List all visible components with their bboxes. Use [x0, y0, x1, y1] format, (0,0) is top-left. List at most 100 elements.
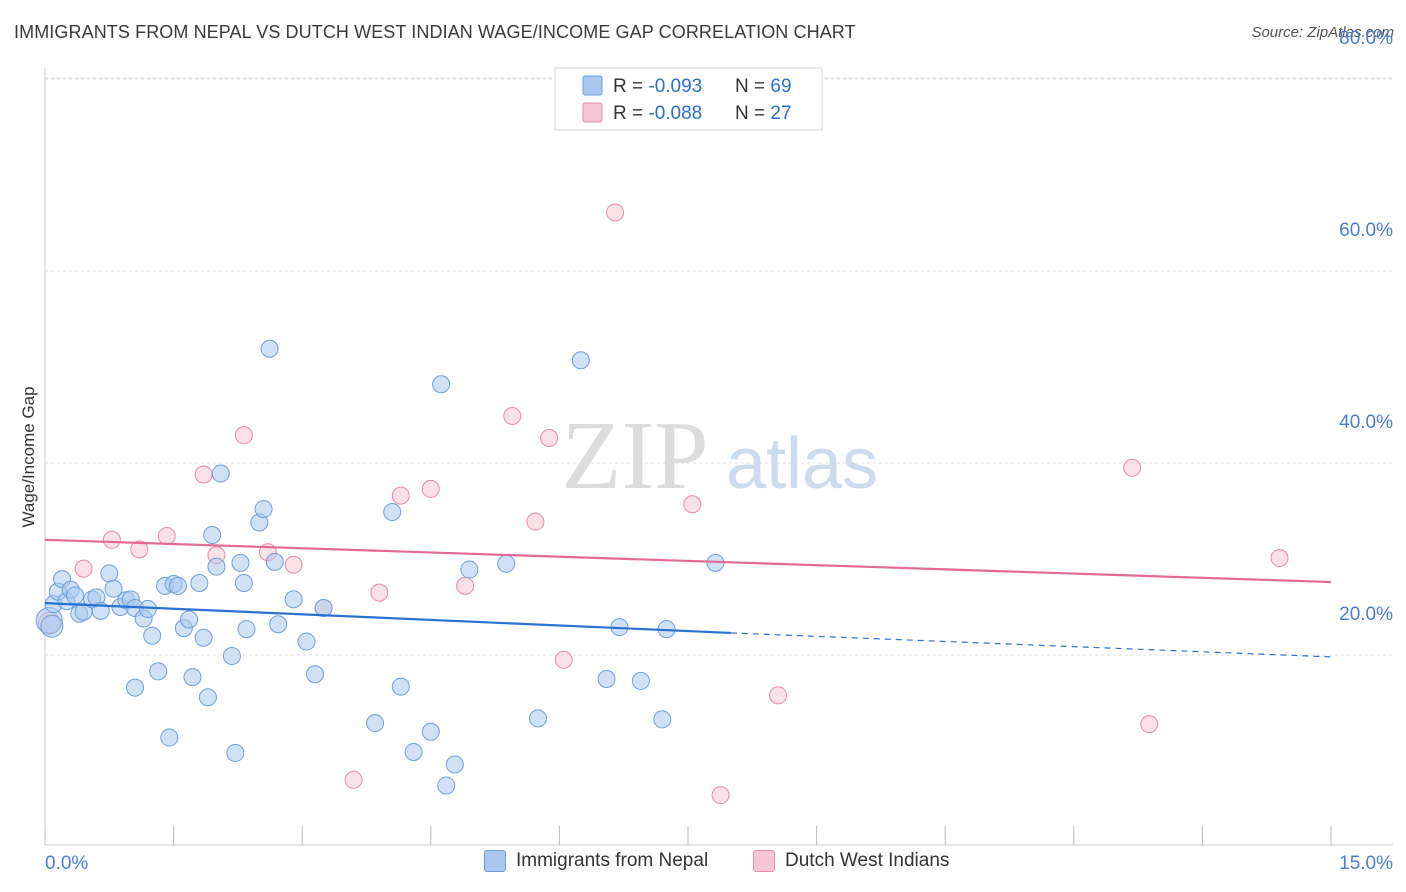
point-nepal [391, 677, 410, 696]
point-dutch-west-indians [344, 770, 363, 789]
point-nepal [160, 728, 179, 747]
legend-swatch-dwi-bottom [753, 850, 775, 872]
point-nepal [297, 632, 316, 651]
point-nepal [445, 755, 464, 774]
series-legend: Immigrants from Nepal Dutch West Indians [0, 850, 1406, 880]
point-nepal [432, 375, 451, 394]
point-nepal [653, 710, 672, 729]
point-nepal [306, 665, 325, 684]
legend-item-dutch-west-indians: Dutch West Indians [753, 850, 949, 872]
legend-item-nepal: Immigrants from Nepal [484, 850, 708, 872]
watermark-zip: ZIP [562, 402, 709, 510]
point-nepal [269, 615, 288, 634]
point-dutch-west-indians [130, 540, 149, 559]
stats-legend: R = -0.093 N = 69 R = -0.088 N = 27 [554, 67, 823, 131]
x-tick-label-left: 0.0% [45, 853, 88, 874]
point-dutch-west-indians [157, 526, 176, 545]
point-nepal [40, 614, 64, 638]
axes: 0.0% 15.0% [44, 68, 1393, 874]
y-tick-label: 60.0% [1339, 220, 1393, 241]
point-nepal [314, 598, 333, 617]
legend-dwi-r-value: -0.088 [648, 103, 702, 124]
point-dutch-west-indians [194, 465, 213, 484]
point-dutch-west-indians [284, 555, 303, 574]
legend-swatch-dutch-west-indians [582, 102, 603, 123]
point-nepal [149, 662, 168, 681]
point-dutch-west-indians [540, 429, 559, 448]
legend-swatch-nepal-bottom [484, 850, 506, 872]
legend-swatch-nepal [582, 75, 603, 96]
point-nepal [460, 560, 479, 579]
svg-text:R = -0.088: R = -0.088 [613, 103, 702, 124]
legend-nepal-r-value: -0.093 [648, 76, 702, 97]
point-dutch-west-indians [769, 686, 788, 705]
point-nepal [437, 776, 456, 795]
point-nepal [421, 722, 440, 741]
svg-text:N = 69: N = 69 [735, 76, 792, 97]
point-dutch-west-indians [606, 203, 625, 222]
source-label: Source: ZipAtlas.com [1251, 24, 1394, 41]
x-tick-label-right: 15.0% [1339, 853, 1393, 874]
point-dutch-west-indians [1140, 715, 1159, 734]
point-nepal [383, 502, 402, 521]
point-nepal [254, 500, 273, 519]
legend-dwi-n-value: 27 [770, 103, 791, 124]
point-nepal [207, 557, 226, 576]
legend-nepal-n-label: N = [735, 76, 770, 97]
y-axis-title-group: Wage/Income Gap [19, 386, 38, 527]
point-nepal [203, 526, 222, 544]
point-nepal [404, 742, 423, 761]
point-dutch-west-indians [370, 583, 389, 602]
point-nepal [190, 574, 209, 592]
point-nepal [597, 670, 616, 688]
point-nepal [104, 579, 123, 598]
point-nepal [265, 552, 284, 571]
svg-text:N = 27: N = 27 [735, 103, 792, 124]
watermark: ZIP atlas [562, 402, 879, 510]
point-dutch-west-indians [102, 530, 121, 549]
trend-line-dutch-west-indians [44, 538, 1332, 584]
point-nepal [211, 464, 230, 483]
point-nepal [126, 678, 145, 697]
point-nepal [366, 714, 385, 733]
point-dutch-west-indians [391, 486, 410, 505]
point-nepal [226, 743, 245, 762]
point-nepal [180, 610, 199, 629]
point-nepal [234, 574, 253, 592]
point-nepal [183, 668, 202, 687]
point-dutch-west-indians [456, 576, 475, 595]
point-dutch-west-indians [683, 495, 702, 514]
legend-nepal-r-label: R = [613, 76, 648, 97]
watermark-atlas: atlas [726, 424, 878, 504]
point-dutch-west-indians [1123, 458, 1142, 477]
point-dutch-west-indians [1270, 549, 1289, 568]
point-nepal [528, 709, 547, 728]
point-dutch-west-indians [554, 650, 573, 669]
point-dutch-west-indians [503, 406, 522, 425]
point-nepal [222, 646, 241, 665]
y-tick-label: 20.0% [1339, 604, 1393, 625]
point-nepal [571, 351, 590, 370]
point-nepal [66, 586, 85, 605]
point-nepal [231, 553, 250, 572]
point-dutch-west-indians [711, 786, 730, 805]
point-nepal [284, 590, 303, 609]
trend-line-nepal-extrapolated [730, 632, 1332, 658]
point-nepal [143, 626, 162, 645]
point-nepal [631, 671, 650, 690]
trend-line-nepal [44, 602, 731, 635]
point-dutch-west-indians [526, 512, 545, 531]
point-nepal [198, 688, 217, 707]
point-nepal [168, 576, 187, 595]
y-tick-label: 40.0% [1339, 412, 1393, 433]
point-nepal [260, 339, 279, 358]
point-dutch-west-indians [74, 559, 93, 578]
trend-lines [44, 538, 1332, 658]
y-tick-label: 80.0% [1339, 28, 1393, 49]
point-nepal [100, 564, 119, 583]
legend-label-nepal: Immigrants from Nepal [516, 850, 709, 871]
svg-text:R = -0.093: R = -0.093 [613, 76, 702, 97]
legend-dwi-r-label: R = [613, 103, 648, 124]
y-axis-title: Wage/Income Gap [19, 386, 38, 527]
